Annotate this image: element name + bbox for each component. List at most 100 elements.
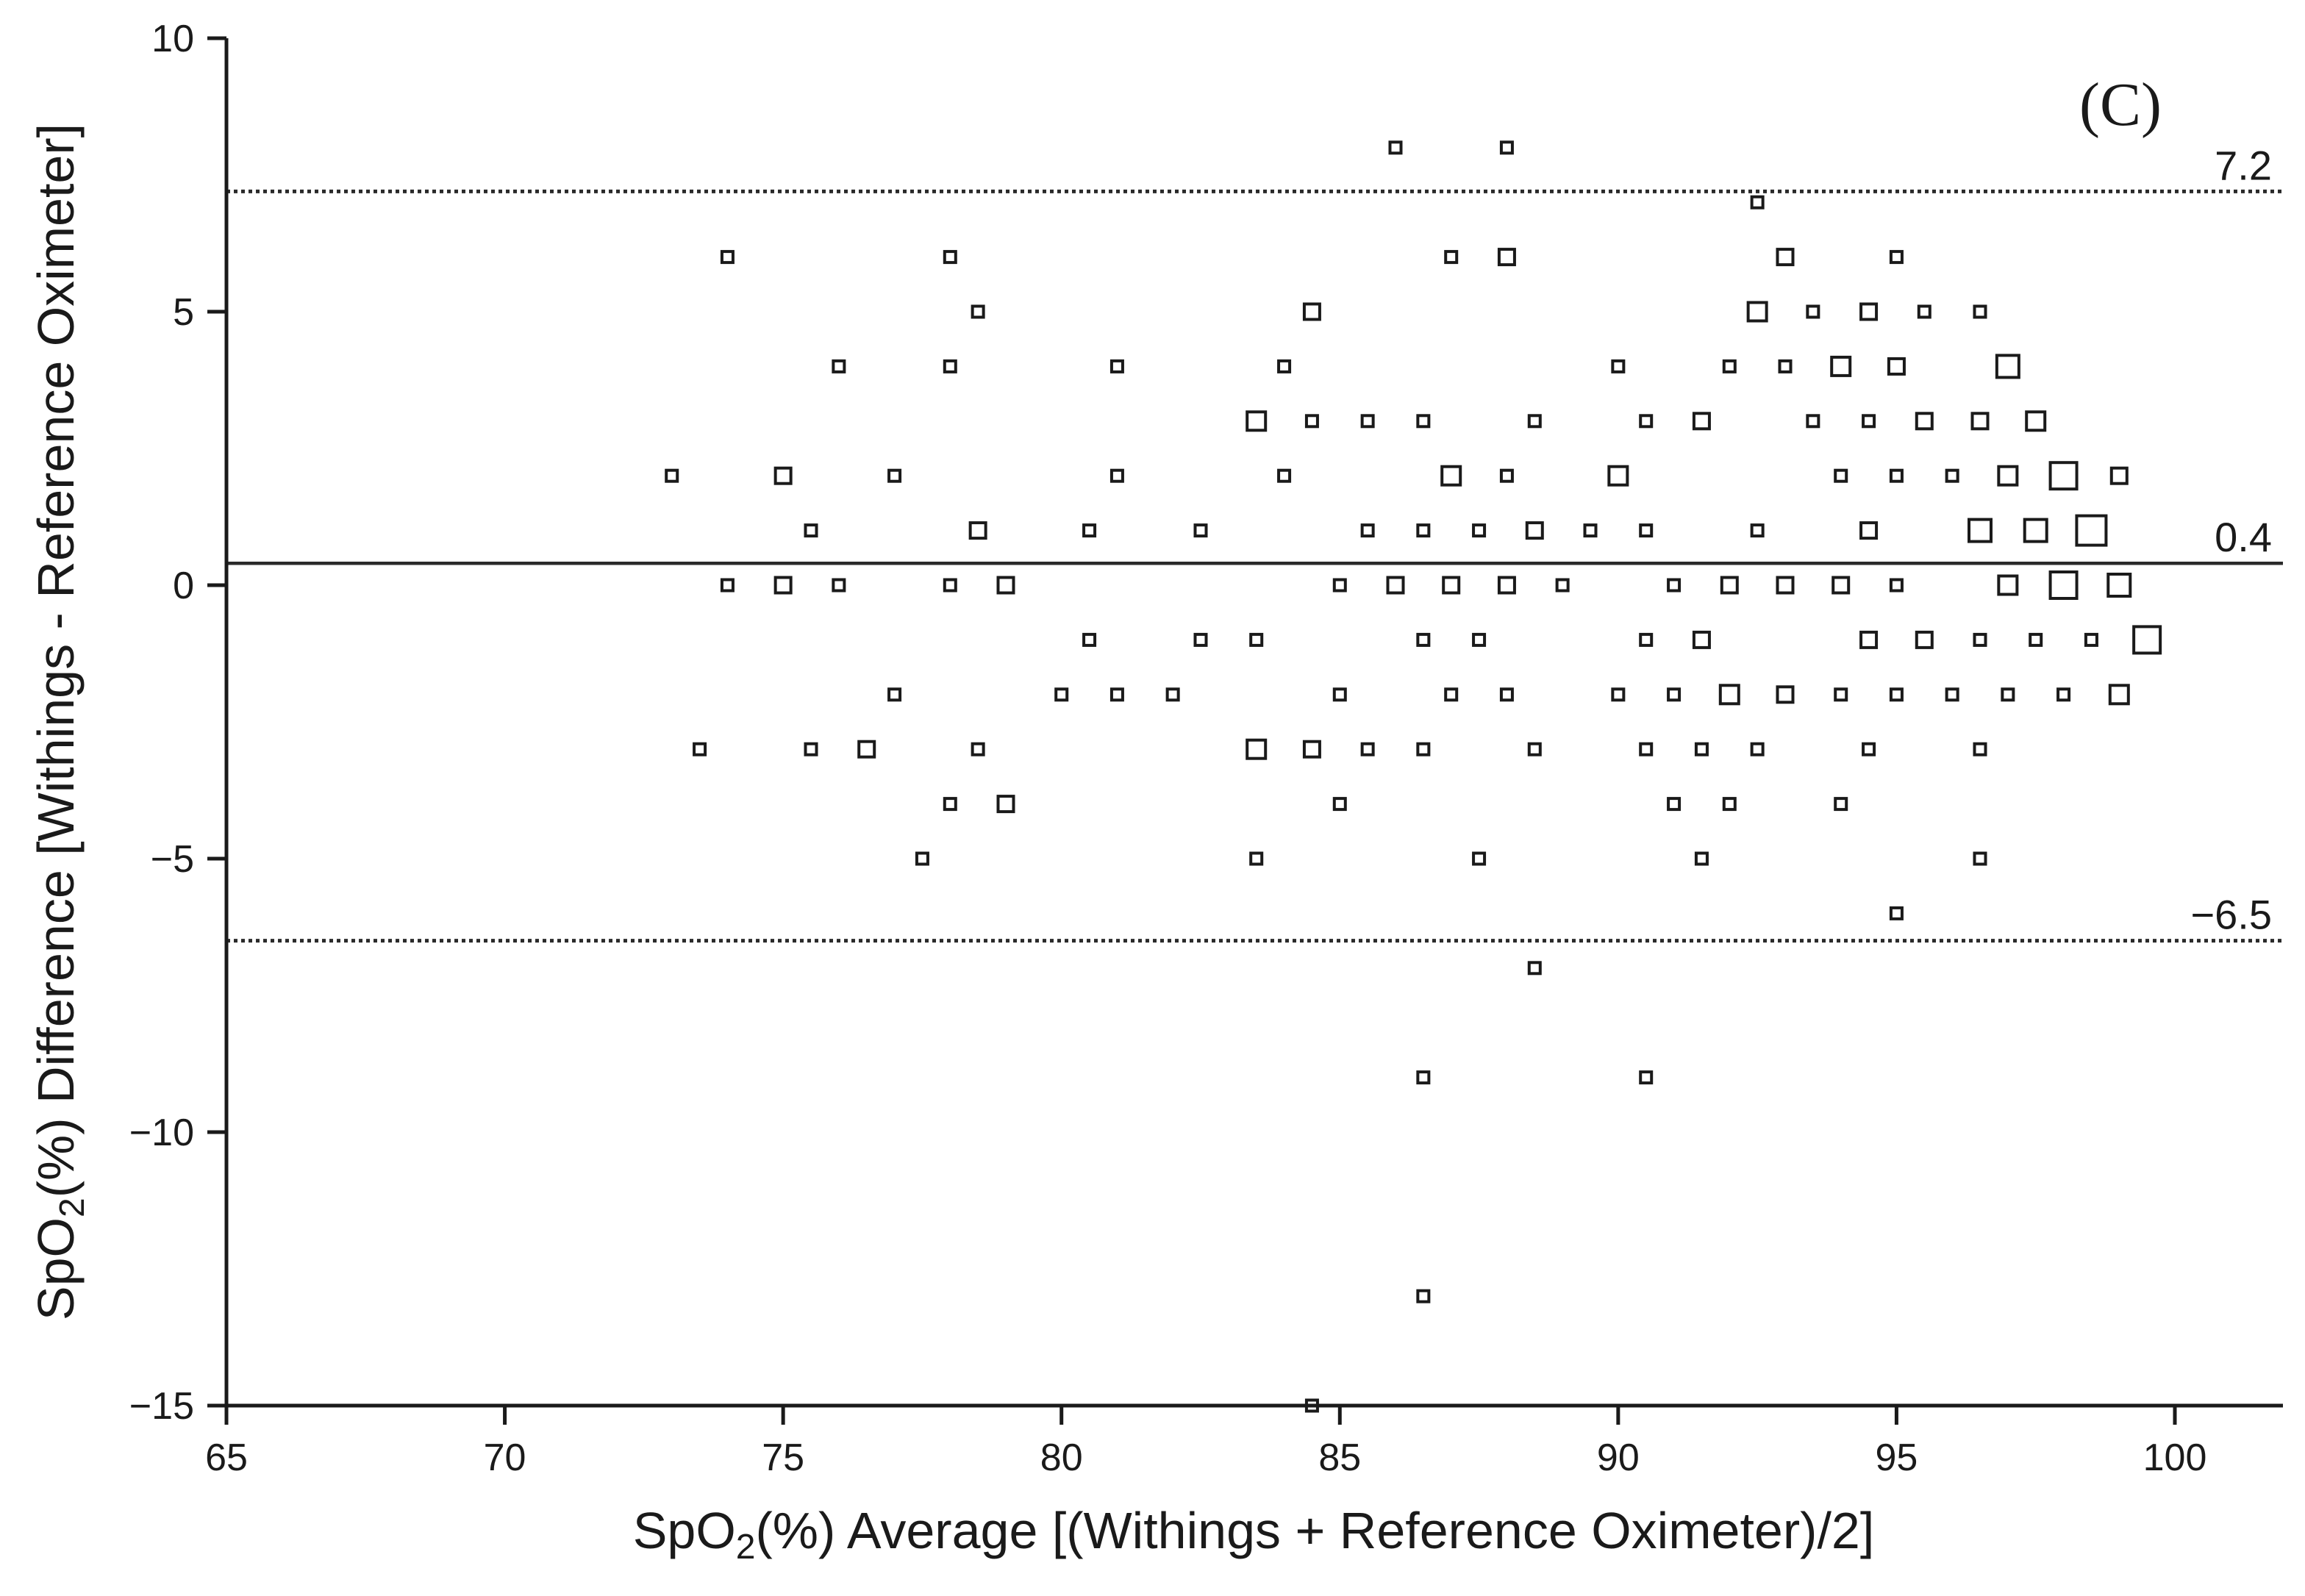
data-point bbox=[943, 359, 957, 373]
panel-label: (C) bbox=[2079, 71, 2162, 139]
data-point bbox=[943, 797, 957, 812]
data-point bbox=[1302, 740, 1321, 759]
data-point bbox=[1442, 576, 1461, 595]
reference-label-lower-limit: −6.5 bbox=[2190, 892, 2272, 938]
data-point bbox=[2108, 684, 2130, 706]
data-point bbox=[2109, 466, 2129, 485]
x-axis-title-subscript: 2 bbox=[736, 1528, 756, 1567]
data-point bbox=[1082, 632, 1097, 647]
data-point bbox=[1973, 851, 1987, 866]
data-point bbox=[887, 468, 902, 483]
data-point bbox=[1889, 906, 1904, 920]
data-point bbox=[1776, 248, 1795, 267]
data-point bbox=[1332, 797, 1347, 812]
data-point bbox=[2106, 573, 2132, 598]
x-tick-label: 75 bbox=[762, 1436, 804, 1479]
data-point bbox=[1165, 687, 1180, 702]
data-point bbox=[1889, 468, 1904, 483]
y-tick-label: 0 bbox=[173, 565, 194, 607]
data-point bbox=[1499, 140, 1514, 155]
data-point bbox=[887, 687, 902, 702]
data-point bbox=[1525, 521, 1544, 540]
data-point bbox=[1497, 576, 1516, 595]
data-point bbox=[1082, 523, 1097, 538]
data-point bbox=[1304, 414, 1319, 429]
data-point bbox=[1639, 632, 1654, 647]
data-point bbox=[832, 578, 846, 593]
data-point bbox=[804, 523, 818, 538]
data-point bbox=[1472, 632, 1487, 647]
data-point bbox=[1973, 632, 1987, 647]
data-point bbox=[1193, 632, 1208, 647]
data-point bbox=[804, 742, 818, 756]
data-point bbox=[943, 250, 957, 265]
data-point bbox=[943, 578, 957, 593]
data-point bbox=[1527, 742, 1542, 756]
x-tick-label: 80 bbox=[1040, 1436, 1083, 1479]
data-point bbox=[1109, 359, 1124, 373]
data-point bbox=[1416, 742, 1431, 756]
y-axis-title-main: SpO bbox=[27, 1217, 85, 1320]
x-tick-label: 100 bbox=[2143, 1436, 2207, 1479]
data-point bbox=[1667, 578, 1682, 593]
data-point bbox=[1109, 468, 1124, 483]
data-point bbox=[1472, 851, 1487, 866]
data-point bbox=[720, 250, 735, 265]
data-point bbox=[2075, 514, 2108, 547]
y-tick-label: 5 bbox=[173, 291, 194, 334]
data-point bbox=[1444, 250, 1459, 265]
data-point bbox=[1973, 304, 1987, 319]
data-point bbox=[1830, 355, 1852, 377]
reference-label-mean-bias: 0.4 bbox=[2215, 514, 2272, 560]
data-point bbox=[773, 466, 793, 485]
data-point bbox=[1193, 523, 1208, 538]
data-point bbox=[1862, 414, 1876, 429]
data-point bbox=[1639, 742, 1654, 756]
x-tick-label: 70 bbox=[484, 1436, 526, 1479]
y-tick-label: −15 bbox=[129, 1385, 194, 1428]
data-point bbox=[1722, 797, 1737, 812]
data-point bbox=[693, 742, 707, 756]
data-point bbox=[1997, 465, 2019, 487]
data-point bbox=[1249, 632, 1264, 647]
data-point bbox=[1249, 851, 1264, 866]
reference-labels: 7.2 0.4 −6.5 bbox=[2190, 142, 2272, 937]
data-point bbox=[1832, 576, 1851, 595]
data-point bbox=[1970, 412, 1990, 431]
data-point bbox=[1859, 302, 1879, 321]
data-point bbox=[971, 742, 985, 756]
data-point bbox=[1360, 523, 1375, 538]
data-point bbox=[1246, 410, 1268, 432]
data-point bbox=[1277, 359, 1292, 373]
x-tick-label: 85 bbox=[1318, 1436, 1361, 1479]
data-point bbox=[1746, 301, 1768, 323]
data-point bbox=[1834, 797, 1848, 812]
data-point bbox=[1750, 742, 1765, 756]
data-point bbox=[1527, 414, 1542, 429]
data-point bbox=[1997, 574, 2019, 596]
data-point bbox=[1995, 354, 2020, 379]
data-point bbox=[2048, 461, 2079, 491]
x-axis-title: SpO2(%) Average [(Withings + Reference O… bbox=[633, 1502, 1875, 1567]
data-point bbox=[1776, 576, 1795, 595]
data-point bbox=[1915, 630, 1934, 649]
data-point bbox=[1692, 412, 1711, 431]
data-point bbox=[1834, 687, 1848, 702]
data-point bbox=[1639, 523, 1654, 538]
data-point bbox=[1611, 359, 1626, 373]
data-point bbox=[1915, 412, 1934, 431]
data-point bbox=[1889, 687, 1904, 702]
data-point bbox=[1750, 523, 1765, 538]
data-point bbox=[971, 304, 985, 319]
data-point bbox=[1694, 851, 1709, 866]
data-point bbox=[1360, 414, 1375, 429]
data-point bbox=[968, 521, 987, 540]
data-point bbox=[1527, 961, 1542, 976]
data-point bbox=[1497, 248, 1516, 267]
data-point bbox=[1416, 414, 1431, 429]
x-tick-label: 65 bbox=[205, 1436, 248, 1479]
data-point bbox=[1499, 687, 1514, 702]
data-point bbox=[1776, 685, 1795, 704]
data-point bbox=[1806, 304, 1820, 319]
